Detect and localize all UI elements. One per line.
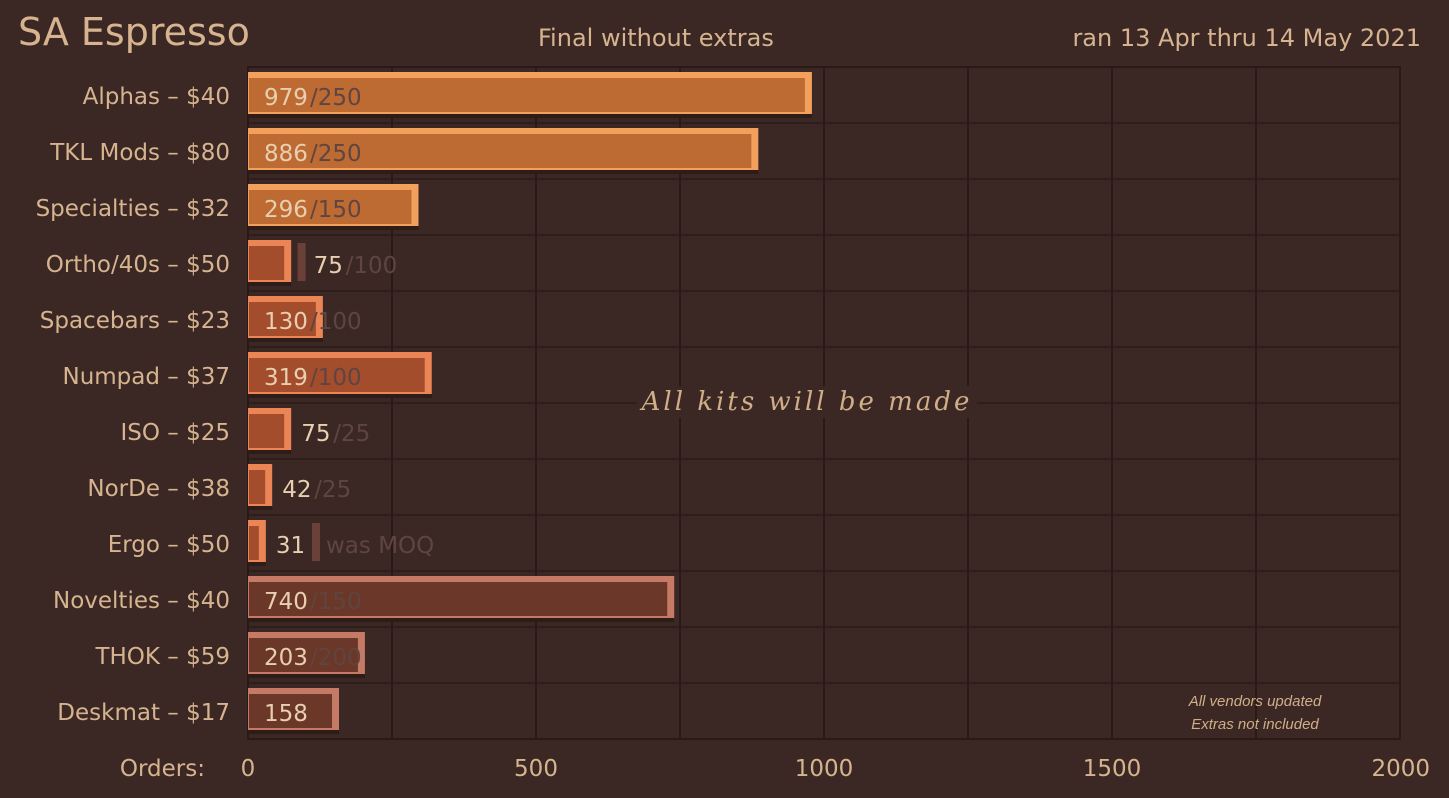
value-label: 886 bbox=[264, 141, 308, 167]
chart-subtitle: Final without extras bbox=[538, 24, 774, 52]
bar bbox=[249, 694, 333, 728]
bar bbox=[249, 78, 805, 112]
footnote-line-1: All vendors updated bbox=[1188, 693, 1322, 710]
moq-label: /150 bbox=[310, 197, 362, 223]
moq-label: /100 bbox=[310, 365, 362, 391]
bar bbox=[249, 414, 285, 448]
annotation-text: All kits will be made bbox=[640, 387, 973, 417]
value-label: 740 bbox=[264, 589, 308, 615]
value-label: 42 bbox=[282, 477, 311, 503]
category-label: Ortho/40s – $50 bbox=[46, 252, 230, 278]
category-label: THOK – $59 bbox=[94, 644, 230, 670]
category-label: Alphas – $40 bbox=[83, 84, 230, 110]
moq-label: /25 bbox=[314, 477, 351, 503]
footnote: All vendors updated Extras not included bbox=[1180, 690, 1330, 736]
moq-marker bbox=[312, 523, 320, 561]
moq-label: /250 bbox=[310, 141, 362, 167]
moq-label: /25 bbox=[333, 421, 370, 447]
category-label: TKL Mods – $80 bbox=[49, 140, 230, 166]
x-tick-label: 0 bbox=[241, 756, 256, 782]
bar bbox=[249, 582, 668, 616]
annotation-background bbox=[637, 386, 977, 418]
bar bbox=[249, 358, 425, 392]
category-label: Numpad – $37 bbox=[62, 364, 230, 390]
category-label: Spacebars – $23 bbox=[40, 308, 230, 334]
category-label: Specialties – $32 bbox=[36, 196, 230, 222]
x-tick-label: 1500 bbox=[1083, 756, 1142, 782]
x-tick-label: 500 bbox=[514, 756, 558, 782]
bar bbox=[249, 470, 266, 504]
x-tick-label: 1000 bbox=[795, 756, 854, 782]
value-label: 75 bbox=[301, 421, 330, 447]
value-label: 130 bbox=[264, 309, 308, 335]
value-label: 31 bbox=[276, 533, 305, 559]
moq-label: /150 bbox=[310, 589, 362, 615]
moq-label: /100 bbox=[346, 253, 398, 279]
value-label: 158 bbox=[264, 701, 308, 727]
date-range: ran 13 Apr thru 14 May 2021 bbox=[1072, 24, 1421, 52]
category-label: NorDe – $38 bbox=[87, 476, 230, 502]
category-label: Ergo – $50 bbox=[108, 532, 230, 558]
category-label: Deskmat – $17 bbox=[57, 700, 230, 726]
bar bbox=[249, 134, 752, 168]
moq-label: /200 bbox=[310, 645, 362, 671]
bar bbox=[249, 526, 259, 560]
moq-label: was MOQ bbox=[326, 533, 434, 559]
x-axis-label: Orders: bbox=[120, 756, 205, 782]
bar bbox=[249, 190, 412, 224]
chart-title: SA Espresso bbox=[18, 10, 250, 54]
value-label: 75 bbox=[314, 253, 343, 279]
moq-label: /100 bbox=[310, 309, 362, 335]
category-label: ISO – $25 bbox=[120, 420, 230, 446]
value-label: 319 bbox=[264, 365, 308, 391]
value-label: 979 bbox=[264, 85, 308, 111]
moq-marker bbox=[297, 243, 306, 281]
x-tick-label: 2000 bbox=[1371, 756, 1430, 782]
value-label: 203 bbox=[264, 645, 308, 671]
bar bbox=[249, 302, 316, 336]
value-label: 296 bbox=[264, 197, 308, 223]
footnote-line-2: Extras not included bbox=[1191, 716, 1319, 733]
moq-label: /250 bbox=[310, 85, 362, 111]
bar bbox=[249, 246, 285, 280]
category-label: Novelties – $40 bbox=[53, 588, 230, 614]
bar bbox=[249, 638, 358, 672]
